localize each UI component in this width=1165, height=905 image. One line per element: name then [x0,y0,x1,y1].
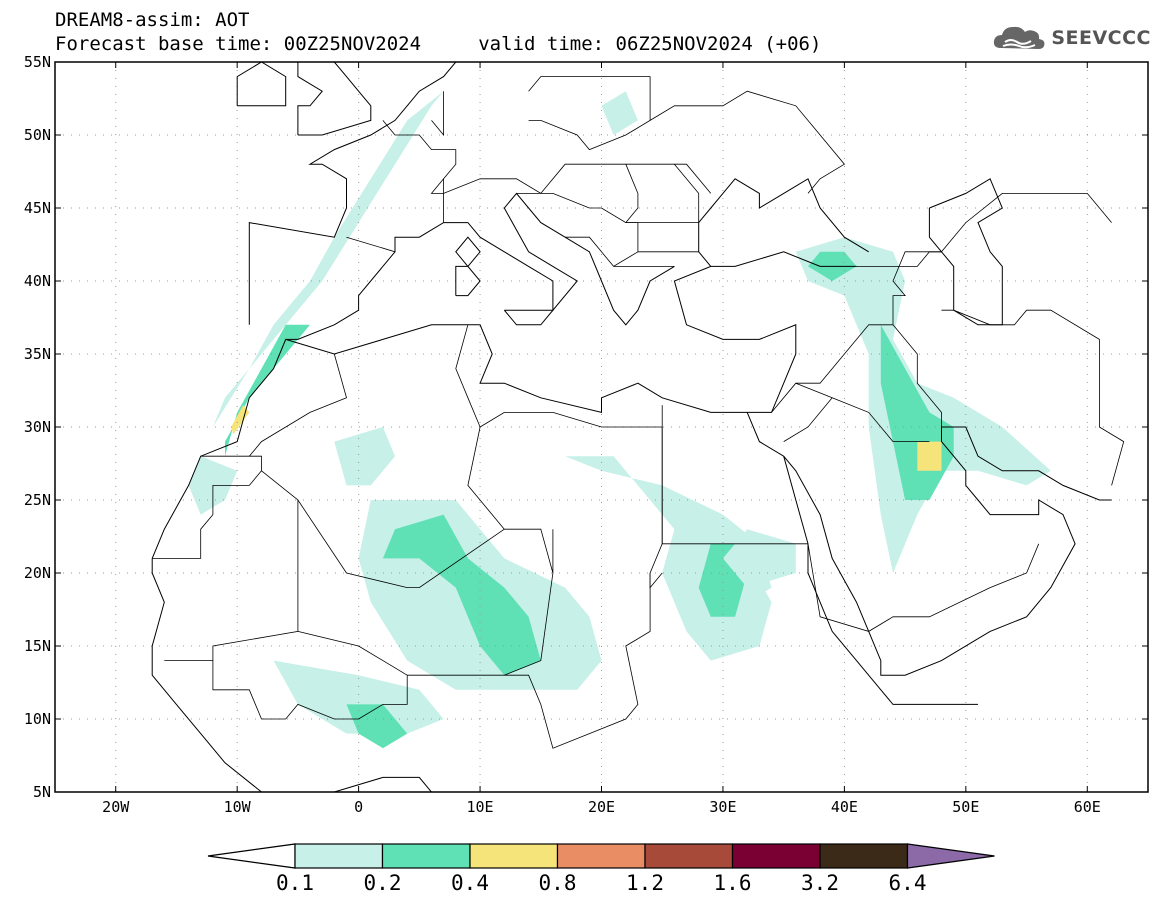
country-border [504,529,554,676]
coastline [248,62,457,325]
aot-contour-0-1 [601,91,638,135]
coastline [151,251,857,559]
coastline [746,412,978,705]
colorbar: 0.1 0.2 0.4 0.8 1.2 1.6 3.2 6.4 [207,843,995,895]
colorbar-label: 3.2 [801,871,839,895]
aot-contour-0-2 [382,514,541,676]
colorbar-swatch [381,843,471,869]
colorbar-label: 0.4 [451,871,489,895]
country-border [649,90,846,194]
coastline [455,265,481,297]
country-border [674,163,700,223]
lon-tick-label: 30E [709,798,736,816]
lon-tick-label: 10E [467,798,494,816]
logo-text: SEEVCCC [1051,27,1151,49]
country-border [431,91,445,137]
colorbar-swatch [294,843,384,869]
aot-contour-0-4 [917,441,942,471]
lat-tick-label: 30N [24,418,51,436]
lat-tick-label: 10N [24,710,51,728]
aot-contour-0-2 [346,704,408,749]
colorbar-label: 0.2 [364,871,402,895]
coastline [285,192,675,340]
country-border [164,455,299,661]
lat-tick-label: 20N [24,564,51,582]
coastlines [151,62,1112,792]
lat-tick-label: 40N [24,272,51,290]
lat-tick-label: 50N [24,126,51,144]
country-border [795,382,930,443]
coastline [503,309,554,326]
lon-tick-label: 40E [831,798,858,816]
lat-tick-label: 5N [33,783,51,801]
colorbar-swatch [644,843,734,869]
colorbar-swatch [556,843,646,869]
country-border [892,251,942,325]
country-border [528,76,651,151]
country-border [382,120,712,194]
coastline [698,178,869,267]
colorbar-swatch [819,843,909,869]
colorbar-label: 0.1 [276,871,314,895]
country-border [152,470,262,559]
lat-tick-label: 35N [24,345,51,363]
seevccc-logo: SEEVCCC [991,22,1151,54]
lat-tick-label: 15N [24,637,51,655]
colorbar-swatch [469,843,559,869]
colorbar-label: 1.2 [626,871,664,895]
coastline [236,62,287,107]
colorbar-label: 6.4 [889,871,927,895]
colorbar-label: 0.8 [539,871,577,895]
country-border [297,499,505,588]
lon-tick-label: 60E [1074,798,1101,816]
country-border [941,192,1112,253]
lon-tick-label: 20E [588,798,615,816]
country-borders [152,76,1125,749]
coastline [297,62,372,136]
lon-tick-label: 50E [952,798,979,816]
coastline [928,178,1003,326]
graticule [55,62,1148,792]
colorbar-swatch [731,843,821,869]
country-border [248,353,347,457]
lat-tick-label: 55N [24,53,51,71]
forecast-time-subtitle: Forecast base time: 00Z25NOV2024 valid t… [55,33,822,55]
aot-contour-0-1 [334,427,395,486]
colorbar-label: 1.6 [714,871,752,895]
country-border [941,309,1125,486]
country-border [212,631,408,720]
country-border [625,164,639,223]
aot-field [188,91,1051,749]
aot-contour-0-1 [188,91,444,515]
country-border [783,397,833,442]
coastline [151,558,433,792]
coastline [783,426,1112,676]
country-border [856,251,942,267]
country-border [807,543,1040,632]
lat-tick-label: 25N [24,491,51,509]
colorbar-swatch [906,843,995,869]
lat-tick-label: 45N [24,199,51,217]
coastline [455,236,481,267]
cloud-icon [994,26,1045,49]
country-border [346,236,396,253]
lon-tick-label: 0 [354,798,363,816]
country-border [407,573,651,749]
lon-tick-label: 20W [102,798,130,816]
country-border [661,405,808,545]
aot-contour-0-1 [273,660,444,734]
axis-ticks: 20W 10W 0 10E 20E 30E 40E 50E 60E 55N 50N 45N 40N 35N… [24,53,1148,816]
map-title: DREAM8-assim: AOT [55,9,250,31]
lon-tick-label: 10W [224,798,252,816]
colorbar-swatch [207,843,296,869]
country-border [455,324,554,574]
